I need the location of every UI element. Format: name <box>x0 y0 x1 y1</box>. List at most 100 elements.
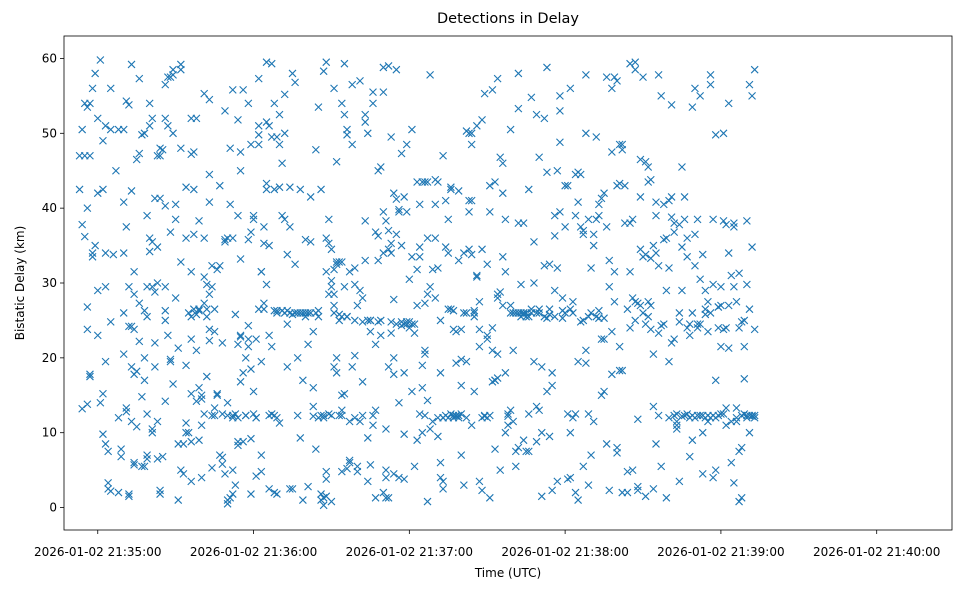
data-point <box>143 451 151 460</box>
data-point <box>605 486 614 495</box>
data-point <box>317 185 325 194</box>
data-point <box>130 460 138 469</box>
data-point <box>382 493 390 502</box>
data-point <box>291 260 299 269</box>
data-point <box>408 252 416 261</box>
data-point <box>696 91 705 100</box>
data-point <box>156 194 164 203</box>
data-point <box>652 249 660 257</box>
data-point <box>402 318 411 326</box>
data-point <box>109 250 118 259</box>
data-point <box>101 282 110 291</box>
data-point <box>423 178 432 186</box>
data-point <box>504 421 512 430</box>
data-point <box>659 320 668 329</box>
data-point <box>644 312 653 321</box>
data-point <box>717 410 725 418</box>
data-point <box>452 327 460 336</box>
data-point <box>104 447 113 456</box>
data-point <box>457 381 466 390</box>
data-point <box>254 74 263 83</box>
data-point <box>369 88 377 97</box>
data-point <box>119 249 128 257</box>
data-point <box>631 58 640 67</box>
x-axis: 2026-01-02 21:35:00 2026-01-02 21:36:00 20… <box>34 530 940 559</box>
data-point <box>584 481 593 489</box>
data-point <box>267 59 276 68</box>
data-point <box>257 451 266 460</box>
data-point <box>418 361 427 370</box>
data-point <box>275 140 284 149</box>
data-point <box>226 144 235 153</box>
data-point <box>83 303 92 311</box>
data-point <box>143 312 151 321</box>
data-point <box>335 258 344 266</box>
data-point <box>156 151 164 160</box>
data-point <box>200 299 209 308</box>
data-point <box>369 421 377 430</box>
data-point <box>301 235 310 244</box>
data-point <box>96 398 105 407</box>
data-point <box>421 350 429 358</box>
data-point <box>472 273 481 281</box>
data-point <box>247 365 255 373</box>
data-point <box>441 196 450 205</box>
data-point <box>641 157 650 166</box>
y-tick-label: 20 <box>42 351 57 365</box>
data-point <box>724 249 733 257</box>
data-point <box>125 100 133 109</box>
data-point <box>472 121 481 130</box>
data-point <box>678 412 686 421</box>
data-point <box>652 440 660 448</box>
data-point <box>475 477 484 486</box>
data-point <box>498 301 507 310</box>
data-point <box>91 241 100 250</box>
data-point <box>501 267 510 276</box>
data-point <box>439 151 447 160</box>
data-point <box>119 309 128 317</box>
data-point <box>221 237 229 246</box>
data-point <box>389 295 398 304</box>
data-point <box>491 445 499 454</box>
data-point <box>343 125 351 134</box>
data-point <box>574 357 582 366</box>
data-point <box>244 342 253 351</box>
data-point <box>478 115 486 124</box>
data-point <box>444 249 453 257</box>
points-layer <box>75 56 759 510</box>
data-point <box>382 216 390 225</box>
data-point <box>350 316 359 325</box>
data-point <box>208 463 216 472</box>
data-point <box>163 73 172 82</box>
data-point <box>345 456 354 465</box>
data-point <box>384 362 393 371</box>
data-point <box>93 189 102 198</box>
data-point <box>379 63 388 72</box>
data-point <box>514 69 523 78</box>
data-point <box>454 187 463 195</box>
data-point <box>706 80 715 89</box>
data-point <box>709 215 718 224</box>
data-point <box>161 202 170 210</box>
data-point <box>330 265 338 274</box>
data-point <box>223 499 232 508</box>
data-point <box>260 239 268 248</box>
data-point <box>654 329 663 338</box>
data-point <box>330 309 338 317</box>
data-point <box>436 458 445 467</box>
data-point <box>387 239 396 248</box>
data-point <box>195 305 203 314</box>
data-point <box>348 80 357 89</box>
data-point <box>275 183 284 192</box>
data-point <box>740 342 749 351</box>
data-point <box>376 163 385 171</box>
data-point <box>99 185 107 194</box>
data-point <box>493 74 502 83</box>
data-point <box>389 370 398 379</box>
data-point <box>597 194 606 203</box>
data-point <box>247 434 255 443</box>
data-point <box>628 215 637 224</box>
data-point <box>208 261 216 270</box>
data-point <box>135 299 144 308</box>
data-point <box>138 392 146 401</box>
